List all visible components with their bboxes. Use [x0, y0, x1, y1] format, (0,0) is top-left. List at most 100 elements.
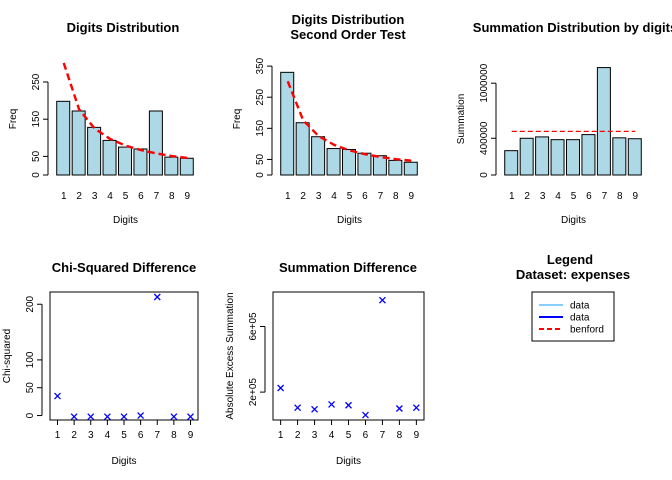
y-tick-label: 150 — [31, 110, 42, 127]
legend-title: Legend — [547, 252, 593, 267]
y-axis-label: Absolute Excess Summation — [225, 292, 236, 419]
bar-digit-2 — [519, 137, 534, 176]
x-tick-label: 7 — [380, 430, 386, 441]
x-axis-label: Digits — [113, 215, 138, 226]
y-tick-label: 0 — [31, 172, 42, 178]
data-point-digit-5 — [120, 413, 128, 421]
bar-digit-3 — [311, 136, 326, 176]
x-tick-label: 4 — [107, 191, 113, 202]
bar-digit-5 — [118, 146, 132, 176]
x-tick-label: 1 — [509, 191, 515, 202]
y-axis-label: Chi-squared — [2, 329, 13, 383]
x-tick-label: 6 — [138, 191, 144, 202]
bar-digit-3 — [87, 126, 102, 176]
data-point-digit-3 — [311, 405, 319, 413]
data-point-digit-7 — [153, 293, 161, 301]
benford-expected-line — [62, 62, 188, 160]
bar-digit-9 — [403, 161, 418, 176]
x-tick-label: 4 — [555, 191, 561, 202]
data-point-digit-2 — [70, 413, 78, 421]
bar-digit-4 — [102, 139, 117, 176]
data-point-digit-3 — [87, 413, 95, 421]
x-tick-label: 5 — [123, 191, 129, 202]
y-axis-label: Summation — [456, 94, 467, 145]
x-tick-label: 7 — [154, 191, 160, 202]
bar-digit-7 — [372, 155, 387, 176]
bar-digit-6 — [133, 148, 148, 176]
x-tick-label: 1 — [55, 430, 61, 441]
plot-frame — [49, 291, 199, 421]
data-point-digit-1 — [54, 392, 61, 400]
data-point-digit-6 — [362, 411, 369, 419]
y-tick-label: 6e+05 — [248, 312, 259, 341]
data-point-digit-1 — [277, 384, 285, 392]
data-point-digit-8 — [170, 413, 178, 421]
bar-digit-4 — [550, 139, 565, 176]
data-point-digit-9 — [412, 404, 420, 412]
y-tick-label: 0 — [479, 172, 490, 178]
bar-digit-9 — [627, 138, 642, 176]
legend-label: benford — [570, 325, 604, 336]
y-tick-label: 50 — [25, 382, 36, 394]
x-tick-label: 5 — [571, 191, 577, 202]
y-tick-label: 250 — [255, 88, 266, 105]
legend-label: data — [570, 301, 590, 312]
x-tick-label: 1 — [285, 191, 291, 202]
x-tick-label: 8 — [397, 430, 403, 441]
x-tick-label: 3 — [88, 430, 94, 441]
x-axis-label: Digits — [111, 456, 136, 467]
x-tick-label: 7 — [154, 430, 160, 441]
bar-digit-1 — [56, 100, 71, 176]
bar-digit-3 — [535, 136, 550, 176]
chi-squared-difference-panel: Chi-Squared Difference 1 2 3 4 5 6 7 8 9 0 50 100 200… — [2, 260, 199, 467]
y-axis-label: Freq — [232, 109, 243, 130]
x-axis-label: Digits — [561, 215, 586, 226]
x-tick-label: 4 — [105, 430, 111, 441]
y-tick-label: 0 — [25, 412, 36, 418]
chart-title: Digits Distribution — [292, 12, 405, 27]
y-tick-label: 400000 — [479, 121, 490, 155]
x-tick-label: 5 — [346, 430, 352, 441]
x-tick-label: 6 — [138, 430, 144, 441]
y-tick-label: 1000000 — [479, 63, 490, 102]
y-tick-label: 350 — [255, 57, 266, 74]
x-tick-label: 4 — [329, 430, 335, 441]
x-tick-label: 8 — [169, 191, 175, 202]
data-point-digit-6 — [137, 412, 145, 420]
y-tick-label: 50 — [31, 150, 42, 162]
x-tick-label: 9 — [188, 430, 194, 441]
bar-digit-8 — [388, 159, 403, 176]
chart-title: Summation Distribution by digits — [473, 20, 672, 35]
y-tick-label: 150 — [255, 120, 266, 137]
legend-label: data — [570, 313, 590, 324]
y-tick-label: 50 — [255, 153, 266, 165]
chart-title: Summation Difference — [279, 260, 417, 275]
x-tick-label: 2 — [295, 430, 301, 441]
x-tick-label: 6 — [586, 191, 592, 202]
bar-digit-9 — [179, 157, 194, 176]
x-tick-label: 8 — [171, 430, 177, 441]
plot-frame — [272, 291, 425, 421]
chart-title: Second Order Test — [290, 27, 406, 42]
x-tick-label: 3 — [316, 191, 322, 202]
x-tick-label: 9 — [184, 191, 190, 202]
x-tick-label: 8 — [617, 191, 623, 202]
chart-title: Chi-Squared Difference — [52, 260, 196, 275]
y-axis-label: Freq — [8, 109, 19, 130]
bar-digit-5 — [566, 139, 580, 176]
bar-digit-8 — [612, 137, 627, 176]
benford-expected-line — [286, 80, 412, 162]
data-point-digit-2 — [294, 404, 302, 412]
x-tick-label: 7 — [378, 191, 384, 202]
x-tick-label: 7 — [602, 191, 608, 202]
y-tick-label: 2e+05 — [248, 378, 259, 407]
data-point-digit-7 — [378, 296, 386, 304]
bar-digit-2 — [295, 122, 310, 176]
x-tick-label: 4 — [331, 191, 337, 202]
y-tick-label: 0 — [255, 172, 266, 178]
x-tick-label: 6 — [363, 430, 369, 441]
bar-digit-1 — [504, 150, 519, 176]
x-tick-label: 8 — [393, 191, 399, 202]
